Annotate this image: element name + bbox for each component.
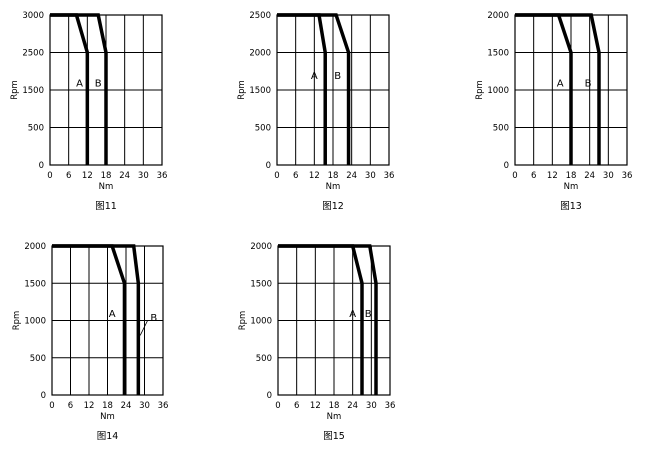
y-tick-label: 1000: [250, 317, 272, 327]
y-tick-label: 2000: [249, 49, 271, 59]
x-tick-label: 12: [310, 401, 321, 411]
y-tick-label: 0: [267, 391, 272, 401]
x-axis-label: Nm: [99, 182, 114, 192]
series-line-B: [277, 13, 351, 165]
y-tick-label: 2000: [250, 242, 272, 252]
x-tick-label: 36: [158, 401, 169, 411]
x-tick-label: 12: [82, 171, 93, 181]
x-tick-label: 36: [157, 171, 168, 181]
y-tick-label: 1000: [24, 317, 46, 327]
x-tick-label: 36: [385, 401, 396, 411]
x-tick-label: 6: [66, 171, 71, 181]
x-tick-label: 0: [47, 171, 52, 181]
y-axis-label: Rpm: [475, 80, 485, 100]
y-tick-label: 2500: [249, 11, 271, 21]
chart-3: 0 6 12 18 24 30 36 0 500 1000 1500 2000 Nm Rpm 图13 A B: [475, 11, 632, 212]
x-tick-label: 12: [84, 401, 95, 411]
series-annotation: A: [557, 79, 564, 90]
x-tick-label: 24: [119, 171, 130, 181]
x-tick-label: 24: [347, 401, 358, 411]
x-tick-label: 18: [102, 401, 113, 411]
y-axis-label: Rpm: [12, 311, 22, 331]
series-annotation: A: [311, 71, 318, 82]
series-line-B: [52, 244, 141, 395]
series-annotation: B: [95, 79, 102, 90]
y-tick-label: 500: [255, 124, 271, 134]
x-tick-label: 24: [346, 171, 357, 181]
x-tick-label: 30: [603, 171, 614, 181]
x-tick-label: 18: [566, 171, 577, 181]
x-tick-label: 36: [622, 171, 633, 181]
y-tick-label: 1500: [24, 279, 46, 289]
x-tick-label: 24: [584, 171, 595, 181]
x-tick-label: 0: [49, 401, 54, 411]
y-axis-label: Rpm: [10, 80, 20, 100]
x-axis-label: Nm: [100, 412, 115, 422]
series-annotation: B: [334, 71, 341, 82]
y-tick-label: 3000: [22, 11, 44, 21]
y-axis-label: Rpm: [237, 80, 247, 100]
figure-caption: 图15: [323, 431, 345, 442]
series-line-B: [50, 13, 108, 165]
annotation-leader-line: [139, 320, 163, 336]
chart-2: 0 6 12 18 24 30 36 0 500 1500 2000 2500 Nm Rpm 图12 A B: [237, 11, 394, 212]
y-tick-label: 0: [41, 391, 46, 401]
x-tick-label: 30: [138, 171, 149, 181]
y-tick-label: 500: [30, 354, 46, 364]
x-tick-label: 30: [365, 171, 376, 181]
y-tick-label: 0: [266, 161, 271, 171]
series-annotation: A: [109, 309, 116, 320]
x-tick-label: 12: [547, 171, 558, 181]
y-tick-label: 0: [39, 161, 44, 171]
series-line-B: [515, 13, 601, 165]
y-tick-label: 500: [256, 354, 272, 364]
chart-5: 0 6 12 18 24 30 36 0 500 1000 1500 2000 Nm Rpm 图15 A B: [238, 242, 395, 442]
y-tick-label: 500: [28, 124, 44, 134]
x-tick-label: 0: [512, 171, 517, 181]
chart-1: 0 6 12 18 24 30 36 0 500 1500 2500 3000 Nm Rpm 图11 A B: [10, 11, 167, 212]
series-annotation: A: [76, 79, 83, 90]
x-axis-label: Nm: [327, 412, 342, 422]
x-tick-label: 6: [531, 171, 536, 181]
y-tick-label: 1500: [22, 86, 44, 96]
chart-4: 0 6 12 18 24 30 36 0 500 1000 1500 2000 Nm Rpm 图14 A B: [12, 242, 168, 442]
x-tick-label: 30: [366, 401, 377, 411]
x-tick-label: 30: [139, 401, 150, 411]
x-tick-label: 6: [68, 401, 73, 411]
y-tick-label: 2000: [24, 242, 46, 252]
y-tick-label: 1500: [487, 49, 509, 59]
y-tick-label: 0: [504, 161, 509, 171]
x-tick-label: 6: [293, 171, 298, 181]
y-tick-label: 1500: [250, 279, 272, 289]
series-annotation: B: [585, 79, 592, 90]
x-tick-label: 18: [328, 171, 339, 181]
series-annotation: A: [349, 309, 356, 320]
x-tick-label: 6: [294, 401, 299, 411]
figure-caption: 图11: [95, 201, 117, 212]
y-tick-label: 2500: [22, 49, 44, 59]
x-tick-label: 24: [121, 401, 132, 411]
x-tick-label: 12: [309, 171, 320, 181]
series-line-B: [278, 244, 378, 395]
x-tick-label: 36: [384, 171, 395, 181]
x-tick-label: 0: [274, 171, 279, 181]
figure-caption: 图12: [322, 201, 344, 212]
y-axis-label: Rpm: [238, 311, 248, 331]
figure-caption: 图14: [97, 431, 119, 442]
y-tick-label: 1500: [249, 86, 271, 96]
x-axis-label: Nm: [564, 182, 579, 192]
x-axis-label: Nm: [326, 182, 341, 192]
series-annotation: B: [365, 309, 372, 320]
series-annotation: B: [150, 313, 157, 324]
y-tick-label: 2000: [487, 11, 509, 21]
figure-caption: 图13: [560, 201, 582, 212]
y-tick-label: 1000: [487, 86, 509, 96]
x-tick-label: 18: [329, 401, 340, 411]
x-tick-label: 0: [275, 401, 280, 411]
x-tick-label: 18: [101, 171, 112, 181]
y-tick-label: 500: [493, 124, 509, 134]
